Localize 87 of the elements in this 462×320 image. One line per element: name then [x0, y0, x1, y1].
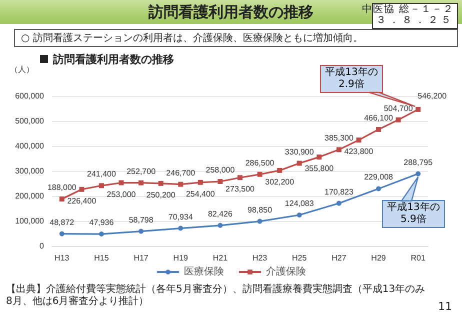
- y-tick-label: 100,000: [15, 216, 45, 226]
- data-label: 254,400: [186, 189, 216, 198]
- x-tick-label: H27: [332, 254, 347, 262]
- y-tick-label: 500,000: [15, 116, 45, 126]
- data-label: 546,200: [418, 91, 448, 100]
- point: [238, 175, 242, 180]
- point: [277, 168, 282, 173]
- text: 中医協 総－１－２: [362, 4, 454, 15]
- text: ○ 訪問看護ステーションの利用者は、介護保険、医療保険ともに増加傾向。: [14, 29, 458, 47]
- x-tick-label: H15: [94, 254, 110, 262]
- data-label: 250,200: [146, 190, 176, 200]
- point: [416, 171, 421, 176]
- data-label: 170,823: [324, 187, 354, 196]
- data-label: 288,795: [404, 158, 434, 167]
- y-tick-label: 0: [40, 242, 45, 250]
- point: [376, 186, 382, 192]
- point: [296, 160, 302, 166]
- data-label: 286,500: [245, 158, 275, 168]
- text: 11: [438, 300, 452, 313]
- point: [296, 212, 302, 218]
- data-label: 229,008: [364, 172, 394, 182]
- data-label: 302,200: [265, 177, 295, 186]
- x-tick-label: H23: [252, 254, 268, 262]
- text: 【出典】介護給付費等実態統計（各年5月審査分）、訪問看護療養費実態調査（平成13年のみ8月、他は6月審査分より推計）: [6, 284, 426, 308]
- point: [336, 147, 342, 152]
- point: [336, 200, 342, 206]
- point: [98, 183, 104, 188]
- point: [138, 180, 144, 186]
- data-label: 253,000: [106, 190, 136, 199]
- data-label: 258,000: [206, 166, 236, 174]
- point: [218, 222, 223, 228]
- y-tick-label: 300,000: [15, 166, 45, 176]
- point: [257, 172, 262, 177]
- point: [178, 226, 184, 231]
- data-label: 82,426: [208, 209, 233, 218]
- point: [178, 182, 184, 187]
- point: [59, 231, 64, 236]
- data-label: 330,900: [284, 147, 314, 156]
- data-label: 466,100: [364, 113, 394, 122]
- point: [98, 232, 104, 237]
- point: [257, 218, 262, 224]
- data-label: 504,700: [384, 104, 414, 113]
- point: [158, 180, 164, 186]
- point: [198, 180, 203, 185]
- data-label: 48,872: [50, 218, 75, 227]
- chart-subtitle: 訪問看護利用者数の推移: [53, 53, 174, 66]
- x-tick-label: R01: [410, 254, 426, 262]
- point: [59, 196, 64, 202]
- chart-title: 訪問看護利用者数の推移: [148, 3, 314, 21]
- legend-label: 介護保険: [266, 266, 306, 278]
- y-tick-label: 400,000: [15, 142, 45, 150]
- point: [138, 228, 144, 234]
- data-label: 273,500: [226, 184, 256, 194]
- data-label: 355,800: [304, 164, 334, 174]
- data-label: 246,700: [166, 168, 196, 178]
- data-label: 226,400: [67, 196, 97, 206]
- point: [79, 186, 84, 192]
- point: [118, 180, 124, 186]
- text: ３．８．２５: [376, 15, 454, 26]
- data-label: 385,300: [324, 134, 354, 143]
- data-label: 124,083: [284, 198, 314, 208]
- x-tick-label: H13: [54, 254, 70, 262]
- x-tick-label: H29: [371, 254, 386, 262]
- legend-label: 医療保険: [184, 266, 224, 278]
- point: [356, 138, 362, 143]
- data-label: 241,400: [87, 170, 116, 179]
- data-label: 70,934: [168, 212, 194, 222]
- point: [316, 154, 322, 160]
- y-axis-title: （人）: [10, 64, 34, 75]
- point: [376, 126, 382, 132]
- data-label: 98,850: [248, 205, 273, 214]
- x-tick-label: H25: [292, 254, 308, 262]
- annotation: 平成13年の 2.9倍: [320, 65, 383, 94]
- data-label: 47,936: [89, 218, 114, 228]
- x-tick-label: H17: [134, 254, 149, 262]
- data-label: 423,800: [344, 147, 374, 156]
- x-tick-label: H21: [212, 254, 228, 262]
- x-tick-label: H19: [173, 254, 189, 262]
- data-label: 252,700: [126, 166, 156, 176]
- point: [218, 179, 223, 184]
- y-tick-label: 200,000: [15, 192, 45, 200]
- data-label: 188,000: [47, 183, 77, 192]
- data-label: 58,798: [128, 215, 154, 224]
- point: [416, 106, 421, 112]
- annotation: 平成13年の 5.9倍: [382, 200, 445, 228]
- point: [396, 117, 401, 122]
- y-tick-label: 600,000: [15, 92, 45, 100]
